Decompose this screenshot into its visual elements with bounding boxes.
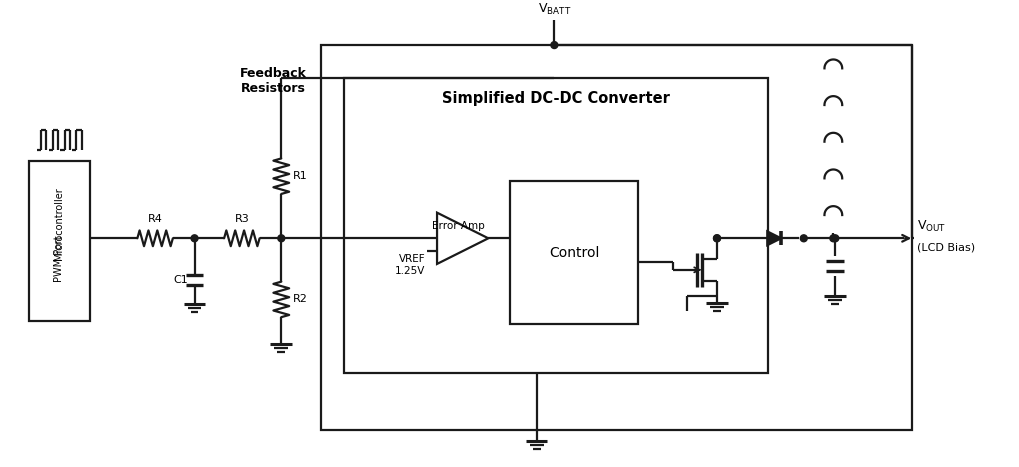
Bar [29,162,90,321]
Circle shape [829,235,837,242]
Text: Feedback
Resistors: Feedback Resistors [239,67,307,95]
Text: VREF
1.25V: VREF 1.25V [394,254,425,276]
Text: R2: R2 [293,294,308,304]
Text: R1: R1 [293,171,308,181]
Text: C1: C1 [174,275,189,285]
Circle shape [551,42,557,49]
Circle shape [832,235,839,242]
Text: Control: Control [549,246,599,260]
Circle shape [713,235,720,242]
Text: Microcontroller: Microcontroller [54,187,64,260]
Text: Error Amp: Error Amp [432,221,485,232]
Polygon shape [767,231,782,245]
Circle shape [800,235,807,242]
Text: PWM Port: PWM Port [54,236,64,283]
Text: R3: R3 [234,214,250,225]
Text: (LCD Bias): (LCD Bias) [917,242,975,252]
Bar [321,45,912,430]
Circle shape [192,235,198,242]
Text: Simplified DC-DC Converter: Simplified DC-DC Converter [442,92,671,106]
Text: R4: R4 [148,214,163,225]
Bar [344,78,768,373]
Circle shape [278,235,284,242]
Text: V$_{\mathregular{BATT}}$: V$_{\mathregular{BATT}}$ [538,2,571,17]
Bar [510,181,638,324]
Circle shape [713,235,720,242]
Text: V$_{\mathregular{OUT}}$: V$_{\mathregular{OUT}}$ [917,219,947,234]
